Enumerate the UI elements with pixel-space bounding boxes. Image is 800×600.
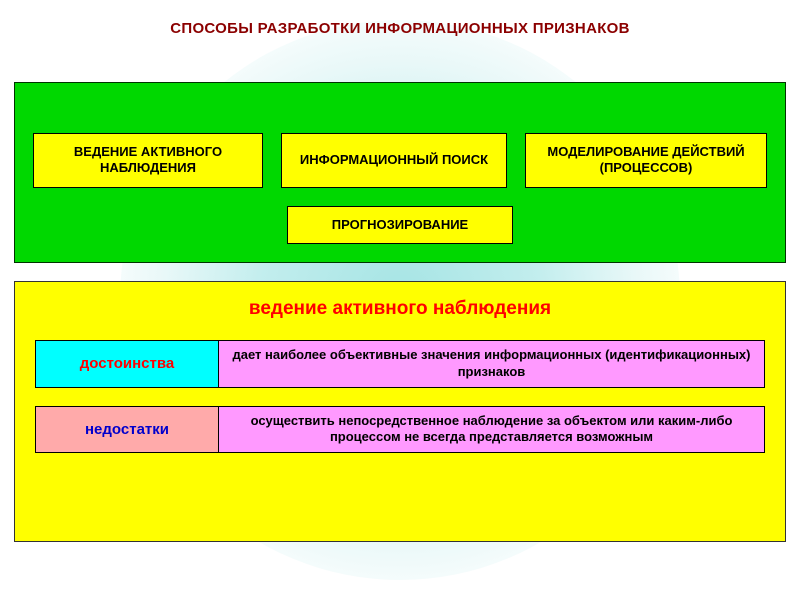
- methods-row-2: ПРОГНОЗИРОВАНИЕ: [33, 206, 767, 244]
- method-box-modeling: МОДЕЛИРОВАНИЕ ДЕЙСТВИЙ (ПРОЦЕССОВ): [525, 133, 767, 188]
- method-box-forecasting: ПРОГНОЗИРОВАНИЕ: [287, 206, 513, 244]
- advantages-description: дает наиболее объективные значения инфор…: [219, 340, 765, 388]
- details-subtitle: ведение активного наблюдения: [35, 298, 765, 320]
- method-box-observation: ВЕДЕНИЕ АКТИВНОГО НАБЛЮДЕНИЯ: [33, 133, 263, 188]
- details-panel: ведение активного наблюдения достоинства…: [14, 281, 786, 543]
- methods-panel: ВЕДЕНИЕ АКТИВНОГО НАБЛЮДЕНИЯ ИНФОРМАЦИОН…: [14, 82, 786, 263]
- page-title: СПОСОБЫ РАЗРАБОТКИ ИНФОРМАЦИОННЫХ ПРИЗНА…: [14, 20, 786, 37]
- methods-row-1: ВЕДЕНИЕ АКТИВНОГО НАБЛЮДЕНИЯ ИНФОРМАЦИОН…: [33, 133, 767, 188]
- advantages-row: достоинства дает наиболее объективные зн…: [35, 340, 765, 388]
- advantages-label: достоинства: [35, 340, 219, 388]
- disadvantages-description: осуществить непосредственное наблюдение …: [219, 406, 765, 454]
- content-wrapper: СПОСОБЫ РАЗРАБОТКИ ИНФОРМАЦИОННЫХ ПРИЗНА…: [0, 0, 800, 556]
- disadvantages-label: недостатки: [35, 406, 219, 454]
- method-box-search: ИНФОРМАЦИОННЫЙ ПОИСК: [281, 133, 507, 188]
- disadvantages-row: недостатки осуществить непосредственное …: [35, 406, 765, 454]
